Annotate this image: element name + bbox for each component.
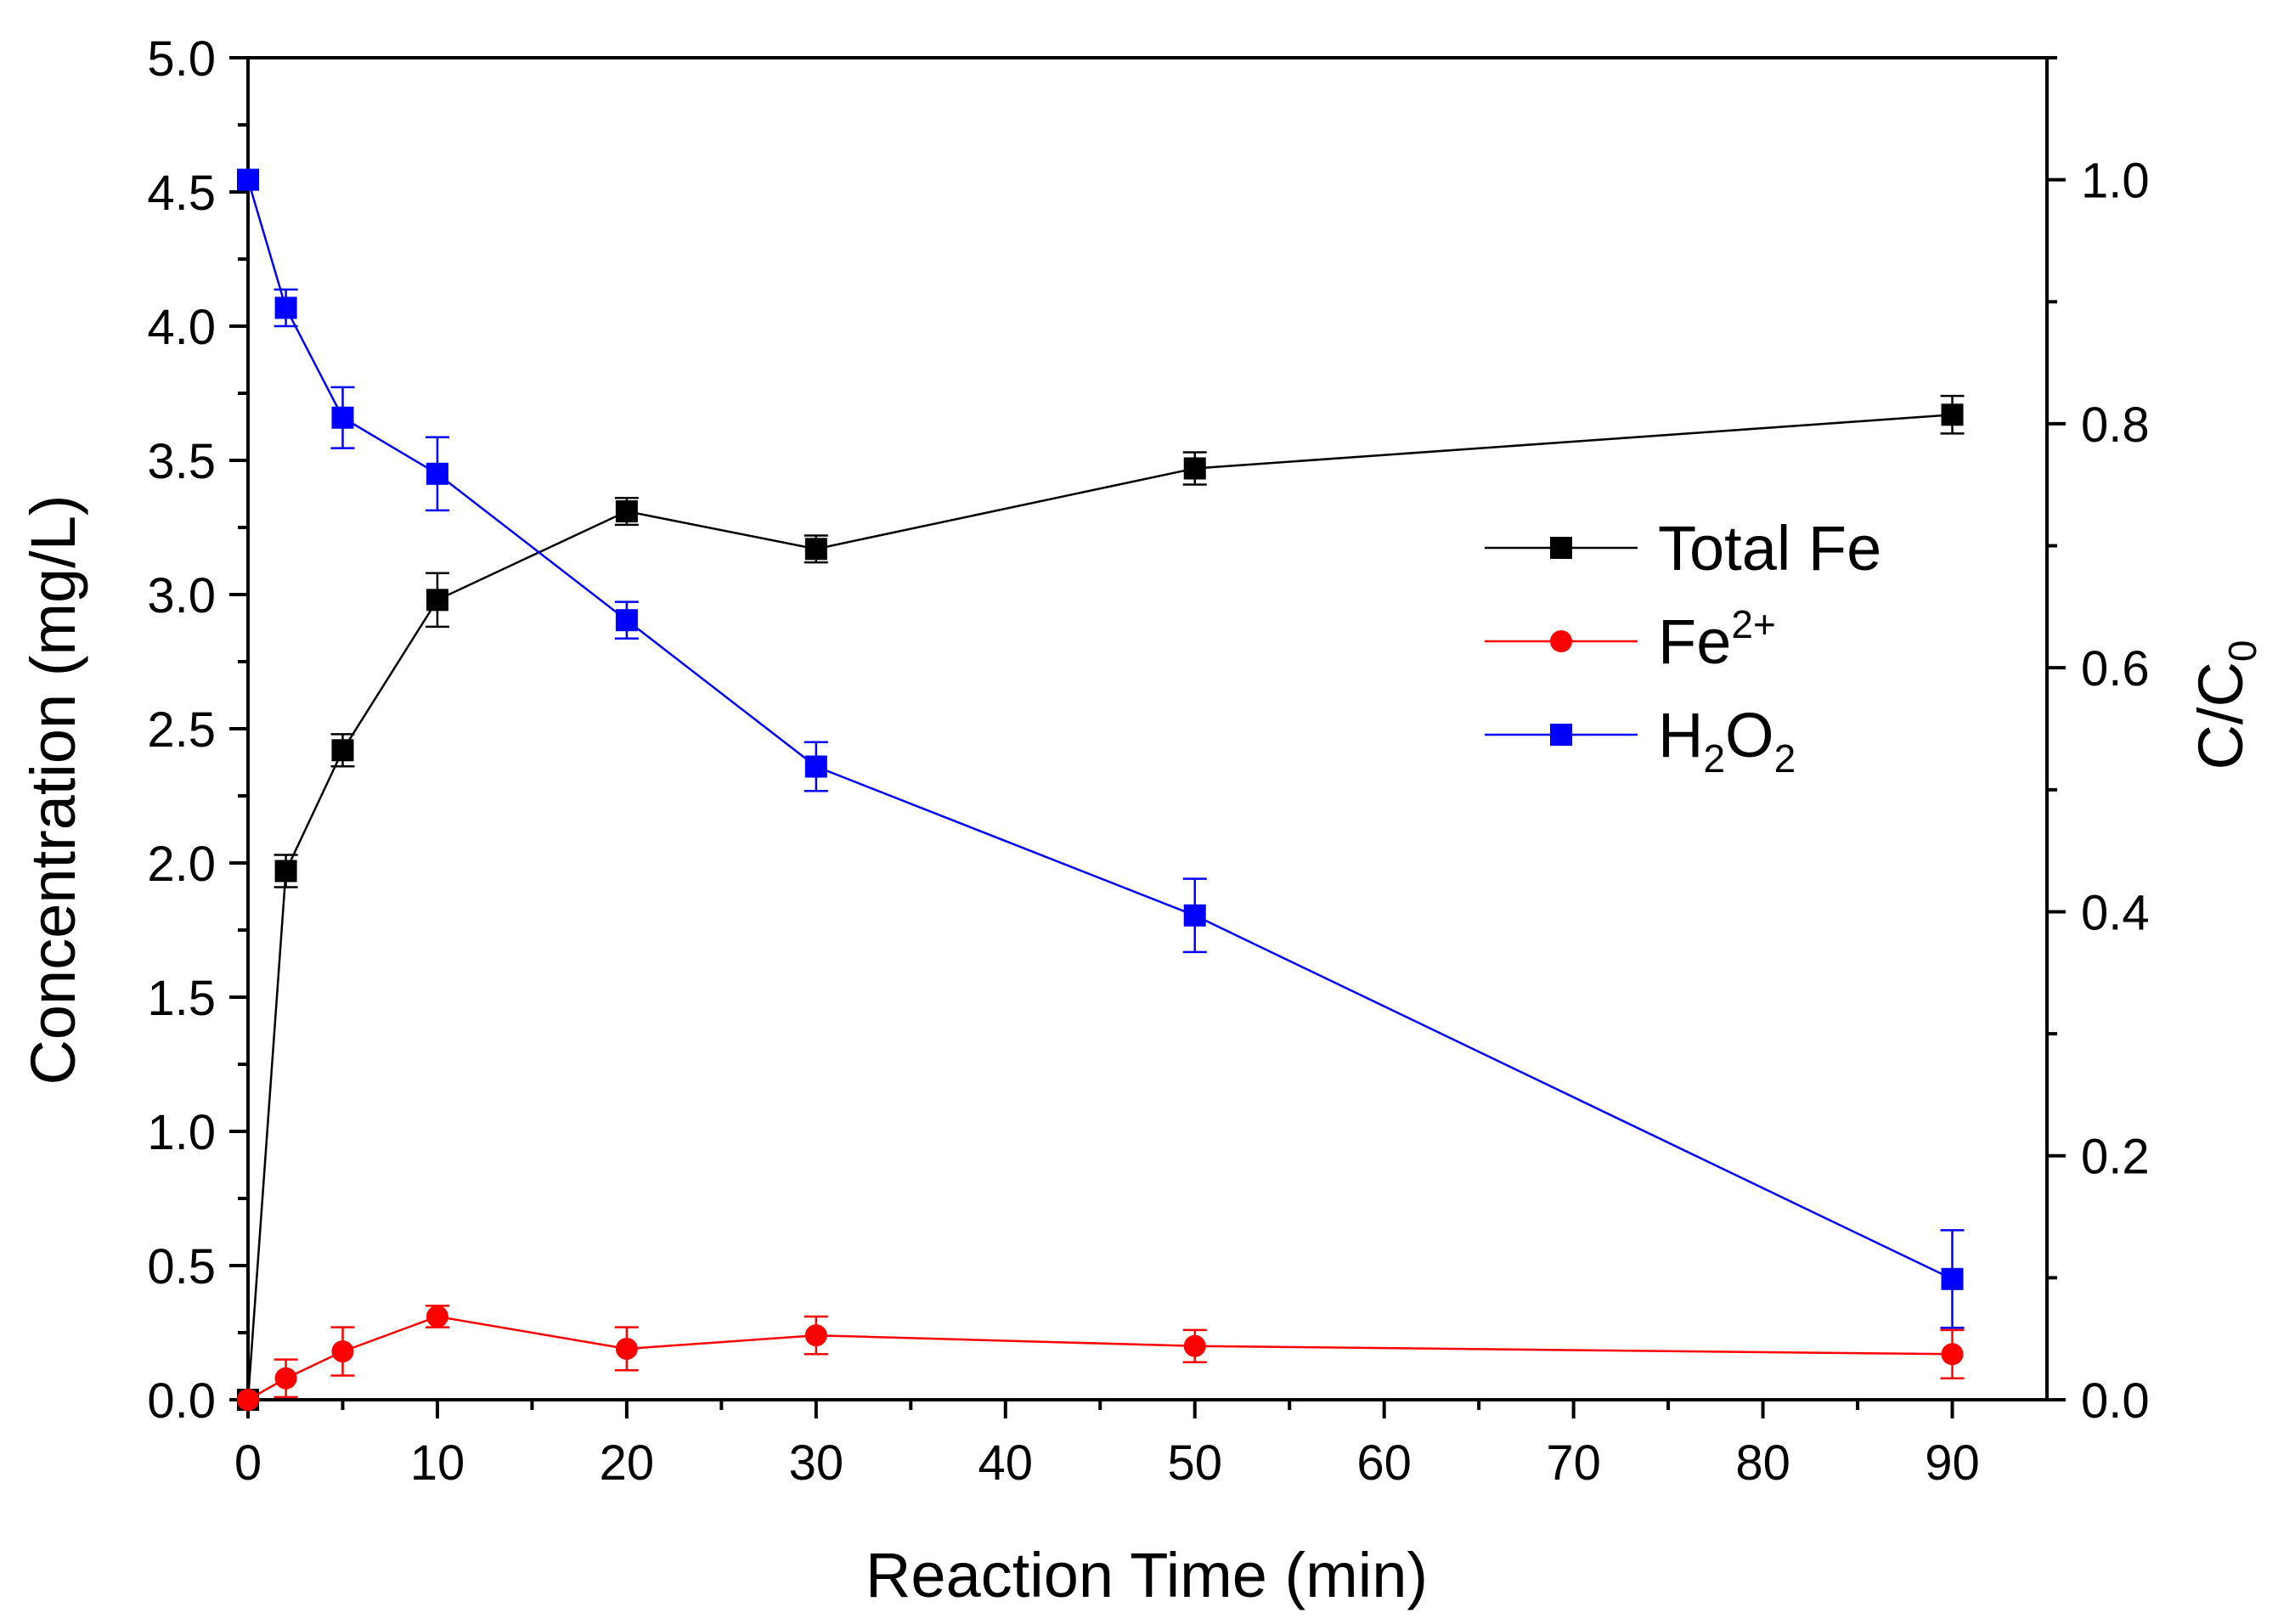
data-point	[274, 860, 297, 882]
y-axis-title: Concentration (mg/L)	[18, 494, 88, 1085]
legend-item-1: Fe2+	[1485, 602, 1776, 677]
legend-item-0: Total Fe	[1485, 513, 1881, 584]
x-tick-label: 70	[1546, 1435, 1601, 1491]
legend-label: Fe2+	[1658, 602, 1776, 677]
data-point	[615, 609, 638, 632]
y2-tick-label: 0.4	[2081, 885, 2150, 940]
series-group	[237, 168, 1965, 1411]
data-point	[237, 1389, 259, 1411]
y-tick-label: 2.0	[147, 837, 216, 892]
y-tick-label: 2.5	[147, 702, 216, 758]
y-tick-label: 1.0	[147, 1105, 216, 1160]
x-tick-label: 80	[1735, 1435, 1790, 1491]
data-point	[331, 739, 354, 762]
legend: Total Fe Fe2+ H2O2	[1485, 513, 1881, 781]
legend-label: Total Fe	[1658, 513, 1881, 584]
data-point	[426, 589, 448, 612]
y-tick-label: 0.5	[147, 1239, 216, 1294]
x-axis-title: Reaction Time (min)	[866, 1540, 1428, 1610]
data-point	[1941, 1343, 1964, 1366]
axes-group: 0 10 20 30 40 50 60 70 80 90 0.0 0.5 1.0 1.5 2.0 2.5 3.0…	[147, 31, 2149, 1491]
y-tick-label: 4.0	[147, 300, 216, 355]
x-tick-label: 60	[1356, 1435, 1412, 1491]
data-point	[1941, 1267, 1964, 1290]
legend-label: H2O2	[1658, 700, 1796, 781]
y2-tick-label: 0.6	[2081, 641, 2150, 696]
y2-tick-label: 0.8	[2081, 398, 2150, 453]
legend-marker	[1550, 630, 1572, 652]
x-tick-label: 20	[600, 1435, 655, 1491]
data-point	[1183, 1334, 1206, 1357]
data-point	[274, 1367, 297, 1390]
data-point	[804, 1324, 827, 1347]
series-1	[237, 1305, 1965, 1411]
y-tick-label: 3.5	[147, 434, 216, 489]
y2-tick-label: 1.0	[2081, 154, 2150, 209]
series-line	[246, 414, 1953, 1401]
data-point	[1183, 904, 1206, 927]
data-point	[426, 1305, 448, 1328]
x-tick-label: 30	[789, 1435, 844, 1491]
data-point	[237, 168, 259, 191]
x-tick-label: 40	[978, 1435, 1034, 1491]
data-point	[331, 1340, 354, 1363]
series-2	[237, 168, 1965, 1329]
data-point	[804, 538, 827, 561]
x-tick-label: 90	[1925, 1435, 1980, 1491]
y-tick-label: 5.0	[147, 31, 216, 87]
y2-tick-label: 0.0	[2081, 1373, 2150, 1429]
x-tick-label: 0	[234, 1435, 262, 1491]
data-point	[1941, 403, 1964, 426]
y-tick-label: 3.0	[147, 568, 216, 623]
y-tick-label: 4.5	[147, 166, 216, 221]
x-tick-label: 50	[1167, 1435, 1222, 1491]
y2-axis-title: C/C0	[2185, 640, 2264, 770]
data-point	[615, 1337, 638, 1360]
legend-item-2: H2O2	[1485, 700, 1796, 781]
y2-tick-label: 0.2	[2081, 1130, 2150, 1185]
legend-marker	[1550, 537, 1572, 559]
y-tick-label: 0.0	[147, 1373, 216, 1429]
legend-marker	[1550, 724, 1572, 746]
data-point	[804, 755, 827, 778]
data-point	[1183, 457, 1206, 480]
data-point	[331, 406, 354, 429]
data-point	[274, 296, 297, 319]
x-tick-label: 10	[410, 1435, 465, 1491]
data-point	[426, 462, 448, 485]
y-tick-label: 1.5	[147, 971, 216, 1026]
data-point	[615, 500, 638, 523]
